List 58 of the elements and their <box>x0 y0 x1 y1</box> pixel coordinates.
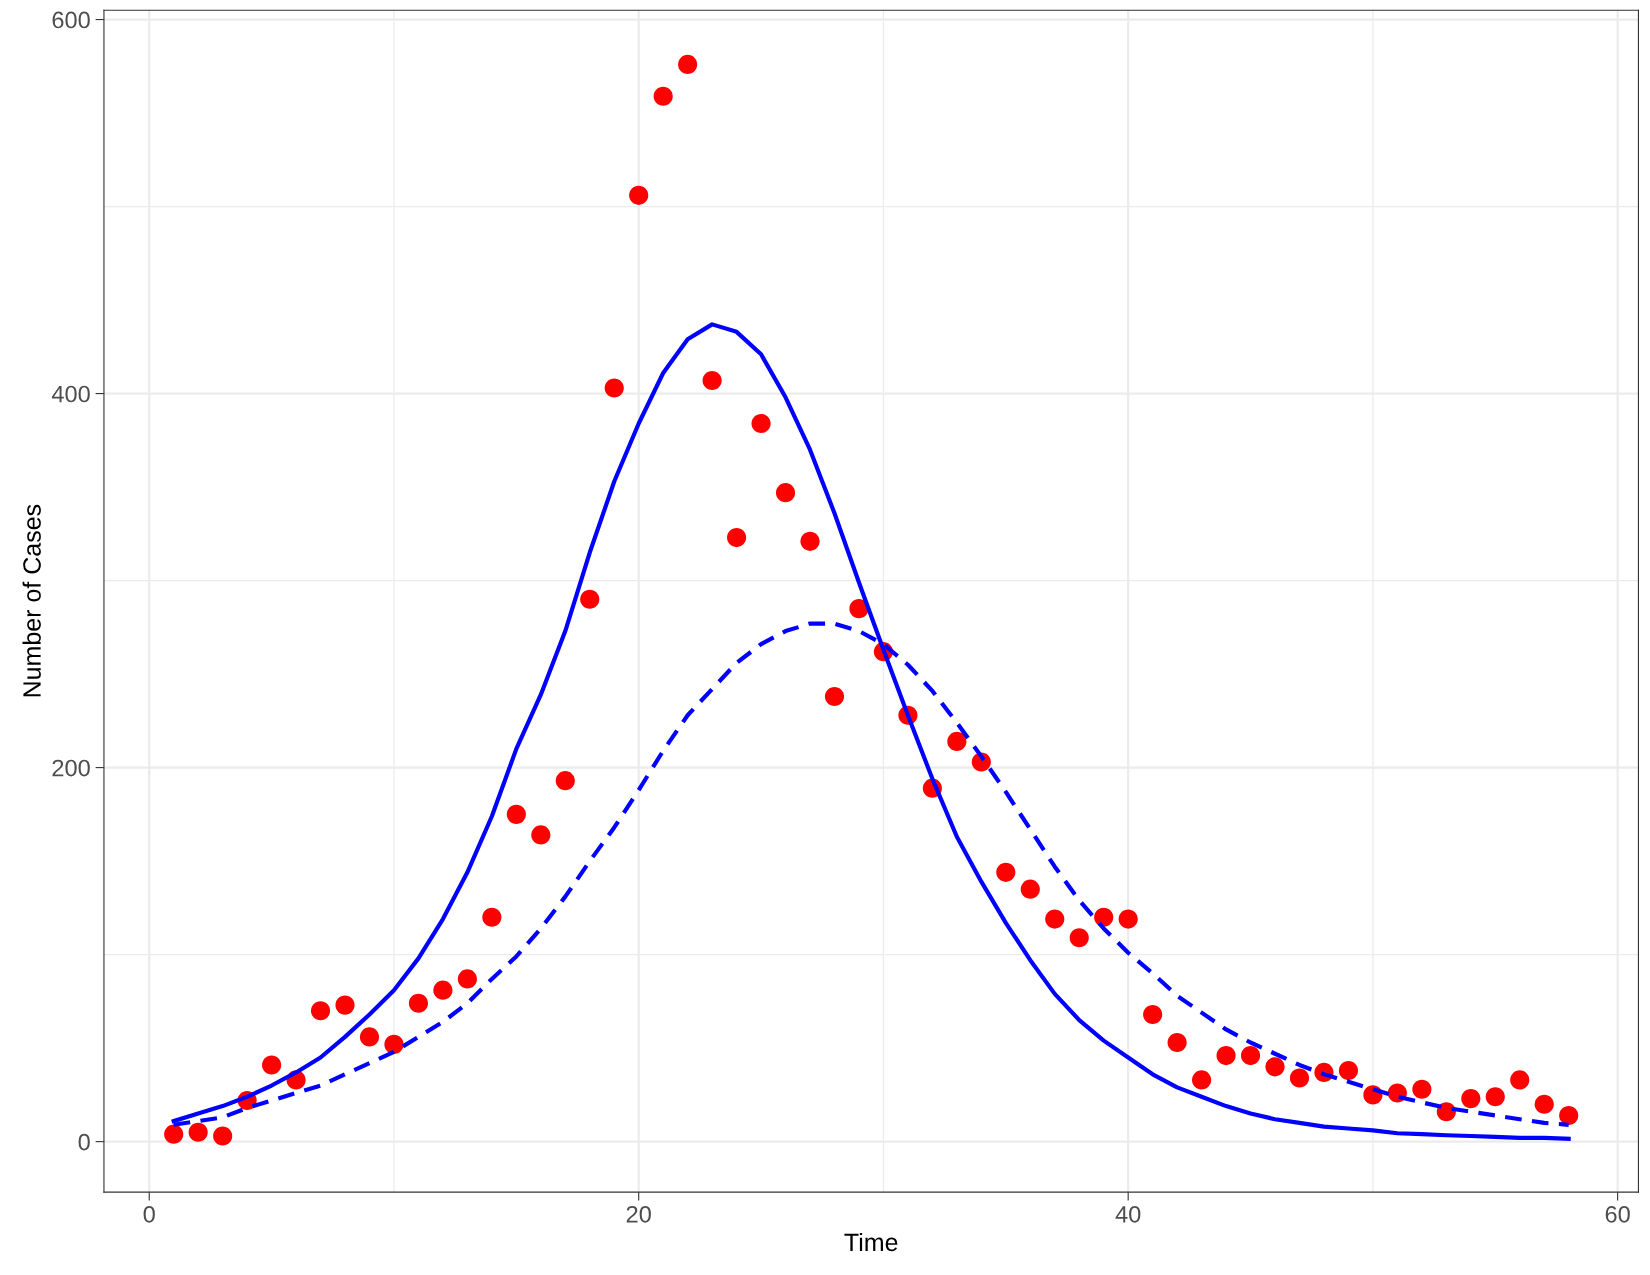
point <box>629 185 649 205</box>
point <box>1020 879 1040 899</box>
point <box>1534 1094 1554 1114</box>
point <box>188 1122 208 1142</box>
point <box>1338 1060 1359 1081</box>
point <box>213 1126 233 1146</box>
y-tick-label: 0 <box>78 1133 90 1151</box>
point <box>1510 1070 1530 1090</box>
point <box>408 993 429 1013</box>
line-series <box>171 322 1571 1141</box>
point <box>164 1124 184 1144</box>
point <box>580 589 600 609</box>
point <box>1216 1046 1236 1066</box>
point <box>482 907 502 927</box>
x-axis-title: Time <box>844 1232 898 1252</box>
point <box>335 995 355 1015</box>
point <box>653 86 673 106</box>
point <box>531 825 551 845</box>
point <box>1069 928 1089 948</box>
y-tick-label: 600 <box>52 11 90 29</box>
point <box>506 804 526 824</box>
point <box>1485 1087 1505 1107</box>
point <box>384 1034 404 1054</box>
point <box>457 969 477 989</box>
point <box>433 980 453 1000</box>
point <box>1094 907 1114 927</box>
point <box>702 370 722 391</box>
point <box>775 483 796 503</box>
point <box>1289 1068 1310 1088</box>
point <box>1192 1070 1212 1090</box>
point <box>359 1027 380 1047</box>
point <box>1167 1032 1187 1053</box>
point <box>1045 909 1065 929</box>
y-axis-title: Number of Cases <box>22 504 41 697</box>
y-tick-label: 200 <box>52 759 90 777</box>
point <box>678 54 698 75</box>
point <box>1412 1079 1432 1099</box>
point <box>1240 1046 1261 1066</box>
point <box>824 686 845 707</box>
point <box>1559 1105 1579 1126</box>
point <box>751 413 771 434</box>
point <box>1461 1089 1481 1109</box>
point <box>310 1001 331 1021</box>
point <box>1265 1057 1285 1077</box>
x-tick-label: 20 <box>626 1205 651 1223</box>
point <box>604 378 624 398</box>
y-tick-label: 400 <box>51 385 90 403</box>
x-tick-label: 60 <box>1605 1205 1630 1223</box>
point <box>727 528 747 548</box>
point <box>996 862 1016 882</box>
point <box>800 531 820 551</box>
point <box>555 771 575 791</box>
point <box>947 731 967 751</box>
point <box>1143 1004 1163 1025</box>
point <box>1118 909 1138 929</box>
x-tick-label: 0 <box>143 1205 155 1223</box>
point <box>262 1055 282 1075</box>
x-tick-label: 40 <box>1115 1205 1141 1223</box>
